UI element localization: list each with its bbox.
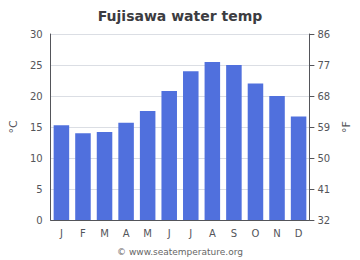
svg-text:J: J xyxy=(167,228,171,239)
svg-text:A: A xyxy=(209,228,216,239)
svg-text:15: 15 xyxy=(30,122,43,133)
svg-text:20: 20 xyxy=(30,91,43,102)
svg-text:M: M xyxy=(100,228,109,239)
svg-text:77: 77 xyxy=(317,60,330,71)
svg-text:32: 32 xyxy=(317,215,330,226)
svg-text:50: 50 xyxy=(317,153,330,164)
svg-text:25: 25 xyxy=(30,60,43,71)
svg-text:J: J xyxy=(188,228,192,239)
svg-text:59: 59 xyxy=(317,122,330,133)
svg-text:J: J xyxy=(59,228,63,239)
svg-text:°C: °C xyxy=(7,120,20,134)
svg-text:F: F xyxy=(80,228,86,239)
svg-text:N: N xyxy=(273,228,280,239)
svg-text:O: O xyxy=(252,228,260,239)
svg-text:86: 86 xyxy=(317,29,330,40)
svg-text:°F: °F xyxy=(340,121,353,133)
svg-text:A: A xyxy=(123,228,130,239)
svg-text:D: D xyxy=(295,228,303,239)
svg-text:0: 0 xyxy=(36,215,42,226)
svg-text:M: M xyxy=(143,228,152,239)
svg-text:68: 68 xyxy=(317,91,330,102)
svg-text:41: 41 xyxy=(317,184,330,195)
svg-text:10: 10 xyxy=(30,153,43,164)
svg-text:S: S xyxy=(231,228,237,239)
svg-text:Fujisawa water temp: Fujisawa water temp xyxy=(98,8,263,24)
svg-text:© www.seatemperature.org: © www.seatemperature.org xyxy=(117,247,243,257)
svg-text:30: 30 xyxy=(30,29,43,40)
svg-text:5: 5 xyxy=(36,184,42,195)
